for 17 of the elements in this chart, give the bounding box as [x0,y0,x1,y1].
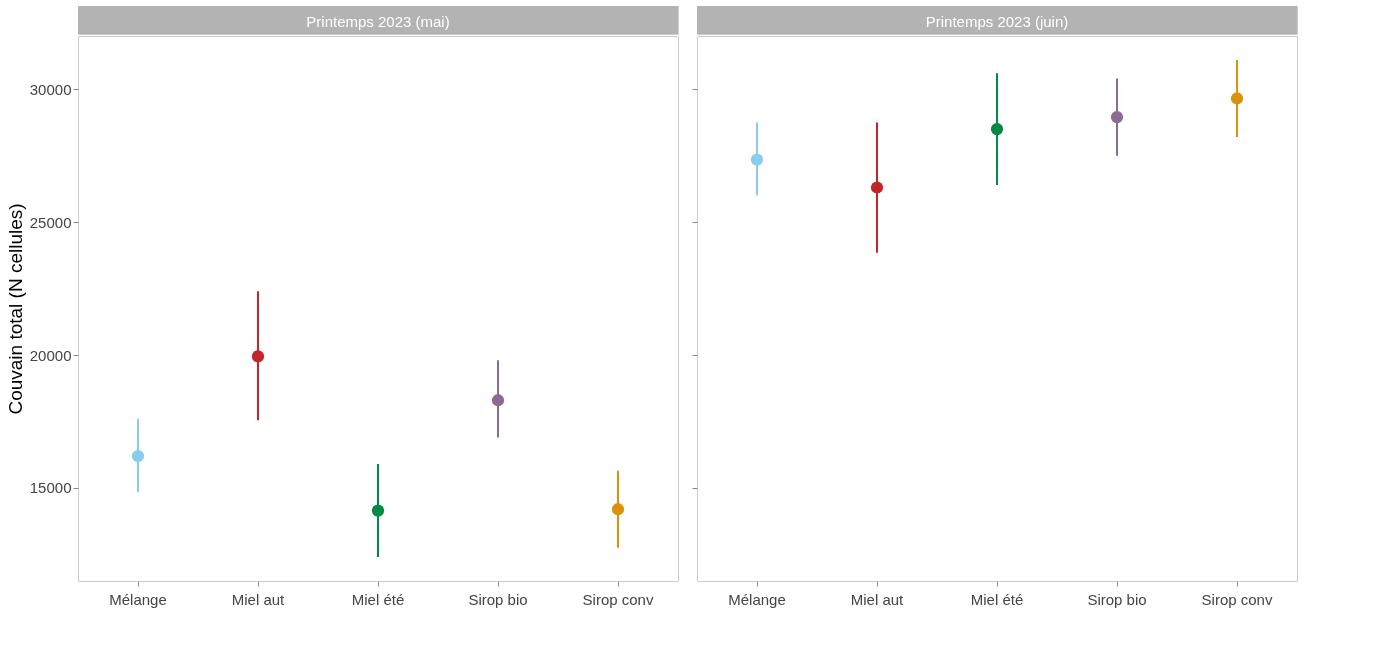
chart-title: Printemps 2023 (juin) [925,13,1069,30]
x-tick-label: Sirop bio [1087,590,1147,608]
y-axis-title: Couvain total (N cellules) [4,203,26,415]
x-tick-label: Mélange [728,590,786,608]
x-tick-label: Miel aut [231,590,286,608]
x-tick-label: Sirop conv [582,590,654,608]
x-tick-label: Miel été [970,590,1024,608]
x-tick-label: Sirop bio [468,590,528,608]
y-tick-label: 25000 [29,213,72,231]
x-tick-label: Sirop conv [1201,590,1273,608]
x-tick-label: Mélange [109,590,167,608]
y-tick-label: 30000 [29,80,72,98]
y-tick-label: 15000 [29,479,72,497]
x-tick-label: Miel été [351,590,405,608]
chart-title: Printemps 2023 (mai) [306,13,450,30]
x-tick-label: Miel aut [850,590,905,608]
y-tick-label: 20000 [29,346,72,364]
